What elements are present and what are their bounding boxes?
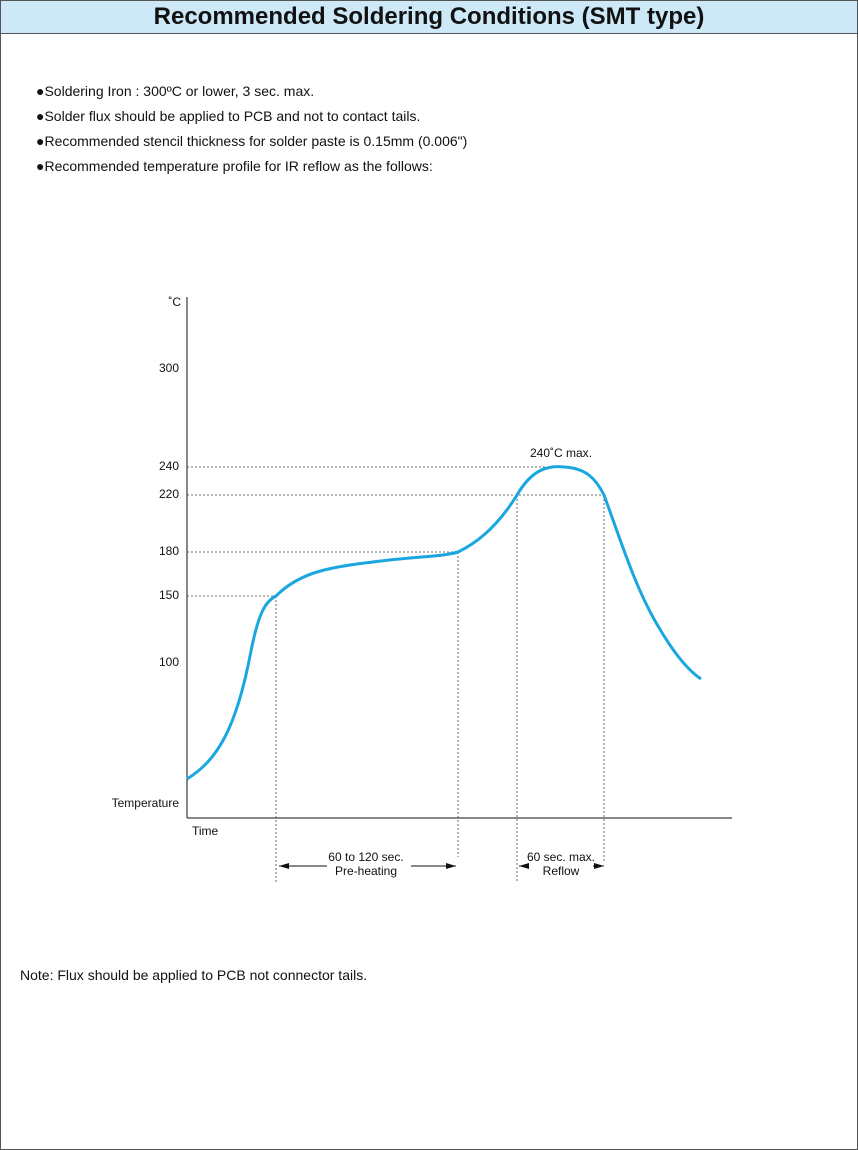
y-tick-label: 150 <box>159 588 179 602</box>
bullet: ●Recommended stencil thickness for solde… <box>36 133 468 149</box>
preheat-label: Pre-heating <box>335 864 397 878</box>
x-label: Time <box>192 824 219 838</box>
y-tick-label: 100 <box>159 655 179 669</box>
note: Note: Flux should be applied to PCB not … <box>20 967 368 983</box>
profile-curve <box>186 465 702 781</box>
peak-label: 240˚C max. <box>530 446 592 460</box>
header-title: Recommended Soldering Conditions (SMT ty… <box>1 1 857 34</box>
y-tick-label: 180 <box>159 544 179 558</box>
preheat-time: 60 to 120 sec. <box>328 850 403 864</box>
reflow-time: 60 sec. max. <box>527 850 595 864</box>
bullet: ●Solder flux should be applied to PCB an… <box>36 108 421 124</box>
y-tick-label: 300 <box>159 361 179 375</box>
y-label: Temperature <box>112 796 180 810</box>
y-tick-label: 240 <box>159 459 179 473</box>
y-unit: ˚C <box>168 295 181 309</box>
bullet: ●Recommended temperature profile for IR … <box>36 158 433 174</box>
bullet: ●Soldering Iron : 300ºC or lower, 3 sec.… <box>36 83 315 99</box>
reflow-label: Reflow <box>543 864 580 878</box>
y-tick-label: 220 <box>159 487 179 501</box>
